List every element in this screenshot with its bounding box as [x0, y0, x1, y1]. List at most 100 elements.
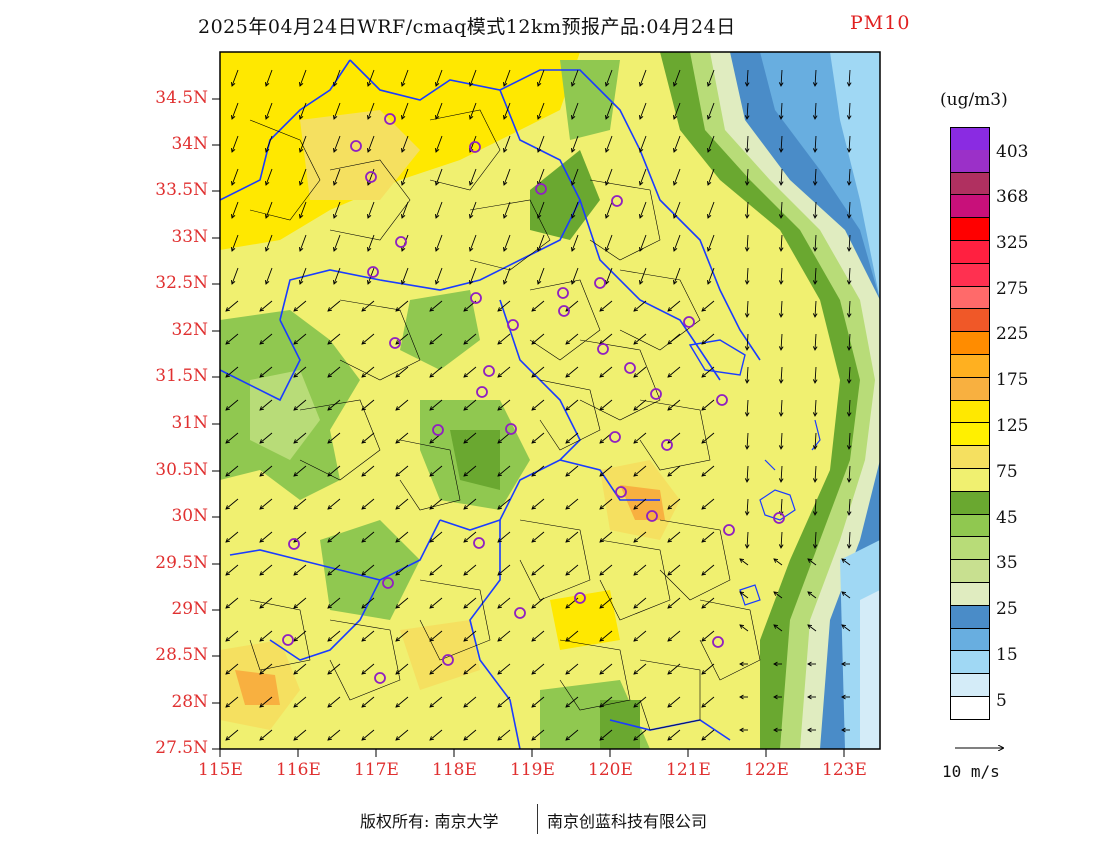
wind-arrow — [537, 102, 545, 120]
wind-arrow — [673, 69, 681, 87]
wind-arrow — [361, 564, 375, 576]
wind-arrow — [361, 597, 375, 609]
wind-arrowhead — [463, 538, 469, 543]
wind-arrowhead — [778, 313, 784, 318]
wind-arrowhead — [230, 114, 236, 120]
wind-arrow — [231, 234, 239, 252]
wind-arrowhead — [395, 670, 401, 675]
wind-arrowhead — [812, 544, 818, 549]
legend-unit: (ug/m3) — [940, 90, 1008, 110]
wind-arrowhead — [225, 406, 231, 411]
wind-arrowhead — [846, 313, 852, 318]
city-marker — [712, 636, 724, 648]
wind-arrowhead — [812, 511, 818, 516]
wind-arrowhead — [298, 147, 304, 153]
wind-arrow — [327, 432, 341, 444]
wind-arrowhead — [633, 703, 639, 708]
wind-arrowhead — [667, 571, 673, 576]
lat-label: 28.5N — [155, 645, 208, 665]
wind-arrow — [599, 465, 613, 477]
wind-arrowhead — [536, 81, 542, 87]
wind-arrowhead — [846, 280, 852, 285]
wind-arrowhead — [807, 624, 813, 629]
wind-arrowhead — [744, 115, 750, 120]
wind-arrowhead — [841, 694, 846, 700]
wind-arrow — [537, 135, 545, 153]
wind-arrowhead — [706, 279, 712, 285]
vector-reference-label: 10 m/s — [942, 762, 1000, 781]
wind-arrowhead — [744, 313, 750, 318]
legend-label: 325 — [996, 233, 1029, 253]
wind-arrowhead — [531, 703, 537, 708]
wind-arrowhead — [599, 670, 605, 675]
wind-arrowhead — [536, 114, 542, 120]
wind-arrow — [225, 465, 239, 477]
wind-arrow — [667, 399, 681, 411]
wind-arrowhead — [264, 147, 270, 153]
wind-arrow — [259, 465, 273, 477]
legend-label: 45 — [996, 508, 1018, 528]
wind-arrowhead — [497, 505, 503, 510]
wind-arrowhead — [434, 147, 440, 153]
wind-arrowhead — [298, 81, 304, 87]
wind-arrowhead — [259, 472, 265, 477]
wind-arrowhead — [298, 213, 304, 219]
wind-arrow — [599, 564, 613, 576]
wind-arrow — [293, 597, 307, 609]
wind-arrow — [707, 69, 715, 87]
wind-arrowhead — [463, 571, 469, 576]
wind-arrow — [848, 234, 851, 252]
wind-arrow — [667, 531, 681, 543]
wind-arrowhead — [744, 280, 750, 285]
city-marker — [650, 388, 662, 400]
wind-arrowhead — [807, 694, 812, 700]
wind-arrow — [361, 300, 375, 312]
wind-arrowhead — [395, 703, 401, 708]
wind-arrow — [571, 102, 579, 120]
wind-arrowhead — [293, 505, 299, 510]
wind-arrowhead — [293, 571, 299, 576]
wind-arrow — [633, 300, 647, 312]
wind-arrow — [225, 333, 239, 345]
wind-arrow — [746, 465, 749, 483]
city-marker — [469, 141, 481, 153]
wind-arrowhead — [812, 247, 818, 252]
wind-arrowhead — [633, 307, 639, 312]
wind-arrowhead — [841, 624, 847, 629]
wind-arrowhead — [633, 637, 639, 642]
wind-arrow — [599, 333, 613, 345]
wind-arrowhead — [778, 346, 784, 351]
wind-arrow — [361, 663, 375, 675]
wind-arrowhead — [502, 246, 508, 252]
wind-arrow — [701, 696, 715, 708]
wind-arrowhead — [225, 472, 231, 477]
wind-arrowhead — [667, 637, 673, 642]
wind-arrowhead — [638, 147, 644, 153]
wind-arrow — [463, 366, 477, 378]
wind-arrowhead — [434, 180, 440, 186]
wind-arrow — [429, 498, 443, 510]
wind-arrow — [231, 168, 239, 186]
wind-arrow — [841, 591, 851, 599]
wind-arrow — [225, 300, 239, 312]
wind-arrow — [565, 531, 579, 543]
legend-label: 368 — [996, 187, 1029, 207]
wind-arrowhead — [739, 694, 744, 700]
wind-arrow — [780, 333, 783, 351]
wind-arrowhead — [463, 670, 469, 675]
lat-label: 33.5N — [155, 180, 208, 200]
wind-arrow — [599, 531, 613, 543]
wind-arrowhead — [667, 604, 673, 609]
wind-arrow — [531, 663, 545, 675]
wind-arrowhead — [332, 147, 338, 153]
wind-arrowhead — [395, 406, 401, 411]
wind-arrow — [667, 663, 681, 675]
wind-arrowhead — [633, 736, 639, 741]
wind-arrow — [259, 663, 273, 675]
wind-arrow — [497, 333, 511, 345]
wind-arrow — [531, 498, 545, 510]
wind-arrowhead — [225, 307, 231, 312]
wind-arrow — [327, 399, 341, 411]
wind-arrowhead — [361, 604, 367, 609]
wind-arrow — [565, 498, 579, 510]
